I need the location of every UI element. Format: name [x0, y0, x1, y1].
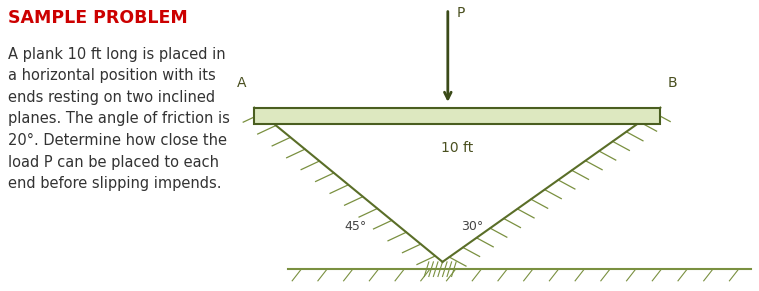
Text: A plank 10 ft long is placed in
a horizontal position with its
ends resting on t: A plank 10 ft long is placed in a horizo…: [8, 47, 229, 191]
Text: A: A: [237, 76, 247, 90]
Text: 10 ft: 10 ft: [441, 141, 474, 155]
Text: 45°: 45°: [345, 220, 367, 233]
Text: B: B: [668, 76, 678, 90]
Text: SAMPLE PROBLEM: SAMPLE PROBLEM: [8, 9, 187, 27]
Text: 30°: 30°: [461, 220, 483, 233]
Polygon shape: [254, 108, 660, 124]
Text: P: P: [457, 6, 465, 20]
